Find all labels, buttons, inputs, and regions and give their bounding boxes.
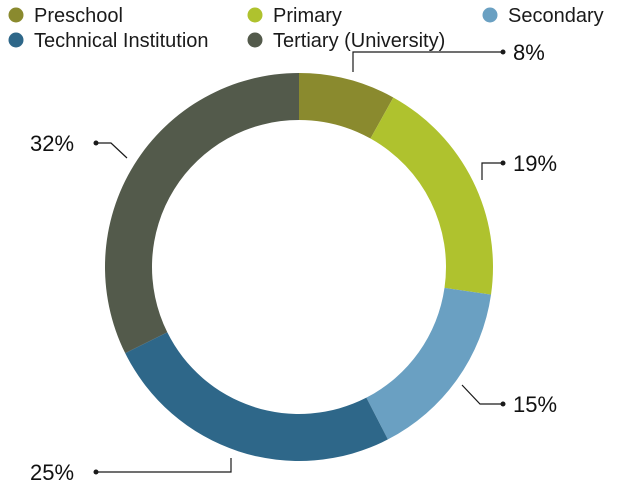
legend-swatch-technical-institution <box>8 32 24 48</box>
legend-item-preschool: Preschool <box>8 5 123 27</box>
slice-tertiary-university <box>105 73 299 354</box>
slice-technical-institution <box>125 332 388 462</box>
legend-swatch-secondary <box>482 7 498 23</box>
legend-swatch-preschool <box>8 7 24 23</box>
value-label-secondary: 15% <box>513 392 557 417</box>
value-label-preschool: 8% <box>513 40 545 65</box>
leader-dot-tertiary-university <box>93 140 99 146</box>
leader-dot-primary <box>500 160 506 166</box>
legend-swatch-primary <box>247 7 263 23</box>
donut-slices <box>105 73 493 462</box>
leader-dot-technical-institution <box>93 469 99 475</box>
slice-preschool <box>299 73 394 139</box>
leader-line-primary <box>481 162 503 180</box>
chart-legend: Preschool Primary Secondary Technical In… <box>8 5 604 52</box>
value-label-technical-institution: 25% <box>30 460 74 485</box>
legend-item-primary: Primary <box>247 5 342 27</box>
slice-primary <box>370 97 493 295</box>
legend-item-tertiary-university: Tertiary (University) <box>247 30 445 52</box>
legend-label-tertiary-university: Tertiary (University) <box>273 30 445 52</box>
leader-lines <box>93 49 506 475</box>
leader-line-preschool <box>352 51 503 72</box>
value-label-primary: 19% <box>513 151 557 176</box>
value-labels: 8% 19% 15% 25% 32% <box>30 40 557 485</box>
legend-item-technical-institution: Technical Institution <box>8 30 209 52</box>
legend-label-technical-institution: Technical Institution <box>34 30 209 52</box>
leader-dot-preschool <box>500 49 506 55</box>
leader-line-technical-institution <box>96 458 232 473</box>
legend-swatch-tertiary-university <box>247 32 263 48</box>
slice-secondary <box>366 287 492 440</box>
leader-line-tertiary-university <box>96 142 128 159</box>
value-label-tertiary-university: 32% <box>30 131 74 156</box>
leader-dot-secondary <box>500 401 506 407</box>
leader-line-secondary <box>461 384 503 405</box>
legend-item-secondary: Secondary <box>482 5 604 27</box>
legend-label-secondary: Secondary <box>508 5 604 27</box>
legend-label-preschool: Preschool <box>34 5 123 27</box>
legend-label-primary: Primary <box>273 5 342 27</box>
